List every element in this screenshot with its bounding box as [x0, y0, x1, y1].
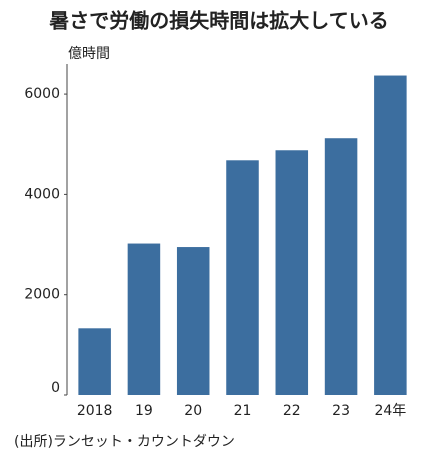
- y-tick-label: 2000: [24, 287, 60, 303]
- x-tick-label: 21: [234, 403, 252, 419]
- bar: [78, 328, 111, 395]
- y-tick-label: 6000: [24, 86, 60, 102]
- y-tick-label: 4000: [24, 186, 60, 202]
- bar: [374, 75, 407, 395]
- bar: [226, 160, 259, 395]
- x-tick-label: 24年: [374, 403, 406, 419]
- bar: [275, 150, 309, 395]
- x-tick-label: 23: [332, 403, 350, 419]
- source: (出所)ランセット・カウントダウン: [14, 434, 235, 450]
- chart-title: 暑さで労働の損失時間は拡大している: [49, 9, 388, 33]
- x-tick-label: 2018: [77, 403, 113, 419]
- x-tick-label: 19: [135, 403, 153, 419]
- y-axis-label: 億時間: [68, 46, 110, 62]
- bar: [176, 247, 210, 395]
- x-tick-label: 20: [184, 403, 202, 419]
- y-tick-label: 0: [51, 380, 60, 396]
- bar: [127, 243, 161, 395]
- bar: [324, 138, 358, 395]
- x-tick-label: 22: [283, 403, 301, 419]
